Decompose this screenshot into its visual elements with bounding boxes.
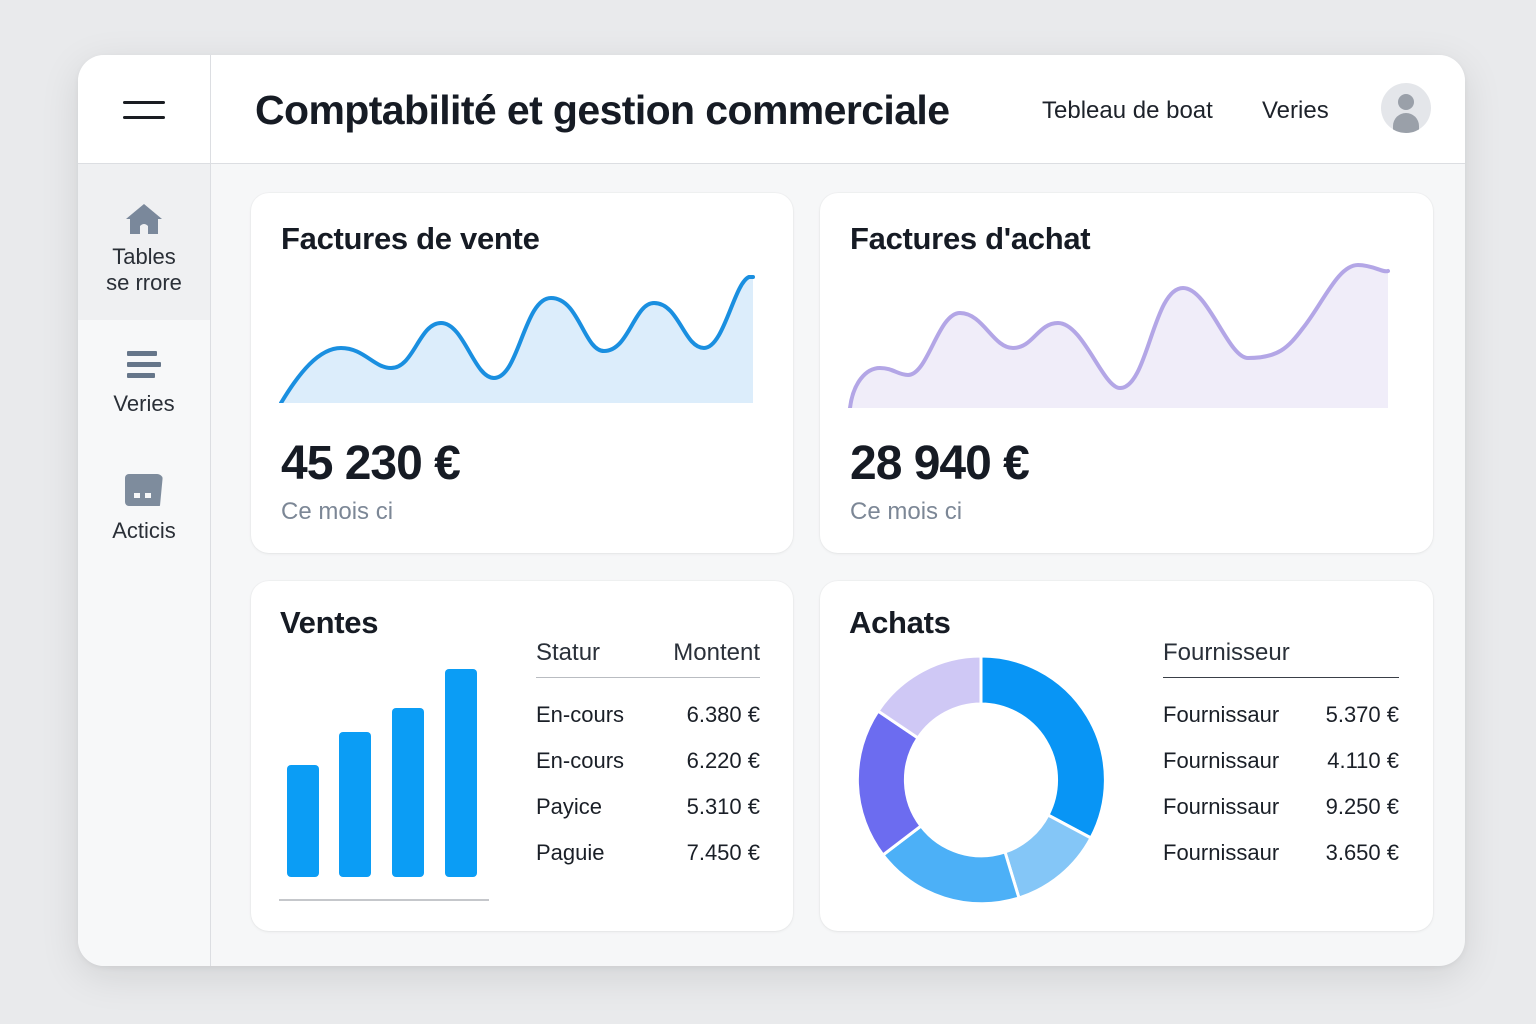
sidebar-item-tables[interactable]: Tables se rrore <box>78 164 210 320</box>
sales-invoices-sparkline <box>279 275 755 403</box>
table-header: Fournisseur <box>1163 639 1399 678</box>
chart-baseline <box>279 899 489 901</box>
kpi-period: Ce mois ci <box>281 498 394 525</box>
card-title: Factures de vente <box>281 221 540 256</box>
bar[interactable] <box>392 708 424 877</box>
page-title: Comptabilité et gestion commerciale <box>255 87 950 133</box>
table-row[interactable]: En-cours 6.380 € <box>536 692 760 738</box>
user-avatar-icon <box>1398 94 1414 110</box>
table-row[interactable]: Fournissaur 9.250 € <box>1163 784 1399 830</box>
card-title: Factures d'achat <box>850 221 1091 256</box>
purchases-card: Achats Fournisseur Fournissaur 5.370 € F… <box>820 581 1433 931</box>
card-title: Achats <box>849 605 951 640</box>
app-window: Comptabilité et gestion commerciale Tebl… <box>78 55 1465 966</box>
table-row[interactable]: En-cours 6.220 € <box>536 738 760 784</box>
inbox-icon <box>125 474 163 506</box>
table-row[interactable]: Fournissaur 5.370 € <box>1163 692 1399 738</box>
purchase-invoices-card[interactable]: Factures d'achat 28 940 € Ce mois ci <box>820 193 1433 553</box>
status-cell: En-cours <box>536 702 625 727</box>
table-row[interactable]: Payice 5.310 € <box>536 784 760 830</box>
sidebar-item-label: Veries <box>113 391 175 416</box>
top-bar: Comptabilité et gestion commerciale Tebl… <box>78 55 1465 164</box>
sales-table: Statur Montent En-cours 6.380 € En-cours… <box>536 639 760 876</box>
sales-card: Ventes Statur Montent En-cours 6.380 € E… <box>251 581 793 931</box>
user-avatar[interactable] <box>1381 83 1431 133</box>
sidebar-item-label: Acticis <box>112 518 176 543</box>
nav-link-dashboard[interactable]: Tebleau de boat <box>1042 97 1213 124</box>
amount-cell: 5.370 € <box>1325 702 1399 727</box>
sidebar: Tables se rrore Veries Acticis <box>78 164 211 966</box>
purchase-invoices-sparkline <box>848 263 1390 408</box>
amount-cell: 4.110 € <box>1327 748 1399 773</box>
purchases-donut-chart <box>855 656 1107 904</box>
user-avatar-body <box>1393 113 1419 133</box>
hamburger-menu-button[interactable] <box>78 55 211 164</box>
amount-cell: 7.450 € <box>686 840 760 865</box>
list-icon <box>127 349 161 381</box>
table-header: Statur Montent <box>536 639 760 678</box>
card-title: Ventes <box>280 605 379 640</box>
donut-segment[interactable] <box>875 656 983 741</box>
bar[interactable] <box>287 765 319 877</box>
nav-link-sales[interactable]: Veries <box>1262 97 1329 124</box>
amount-cell: 5.310 € <box>686 794 760 819</box>
column-header-status[interactable]: Statur <box>536 639 601 666</box>
supplier-cell: Fournissaur <box>1163 794 1280 819</box>
column-header-amount[interactable]: Montent <box>673 639 760 666</box>
amount-cell: 9.250 € <box>1325 794 1399 819</box>
home-icon <box>126 204 162 234</box>
sidebar-item-veries[interactable]: Veries <box>78 349 210 439</box>
amount-cell: 6.220 € <box>686 748 760 773</box>
bar[interactable] <box>339 732 371 877</box>
bar[interactable] <box>445 669 477 877</box>
sidebar-item-acticis[interactable]: Acticis <box>78 474 210 564</box>
table-row[interactable]: Fournissaur 4.110 € <box>1163 738 1399 784</box>
status-cell: Paguie <box>536 840 605 865</box>
supplier-cell: Fournissaur <box>1163 748 1280 773</box>
supplier-cell: Fournissaur <box>1163 840 1280 865</box>
kpi-value: 45 230 € <box>281 437 461 490</box>
suppliers-table: Fournisseur Fournissaur 5.370 € Fourniss… <box>1163 639 1399 876</box>
status-cell: En-cours <box>536 748 625 773</box>
kpi-value: 28 940 € <box>850 437 1030 490</box>
supplier-cell: Fournissaur <box>1163 702 1280 727</box>
table-row[interactable]: Fournissaur 3.650 € <box>1163 830 1399 876</box>
status-cell: Payice <box>536 794 603 819</box>
hamburger-menu-icon <box>123 100 165 119</box>
table-row[interactable]: Paguie 7.450 € <box>536 830 760 876</box>
amount-cell: 6.380 € <box>686 702 760 727</box>
sales-invoices-card[interactable]: Factures de vente 45 230 € Ce mois ci <box>251 193 793 553</box>
kpi-period: Ce mois ci <box>850 498 963 525</box>
donut-segment[interactable] <box>979 656 1107 841</box>
column-header-supplier[interactable]: Fournisseur <box>1163 639 1290 666</box>
sidebar-item-label: Tables se rrore <box>106 244 182 295</box>
amount-cell: 3.650 € <box>1325 840 1399 865</box>
sales-bar-chart <box>279 661 489 901</box>
